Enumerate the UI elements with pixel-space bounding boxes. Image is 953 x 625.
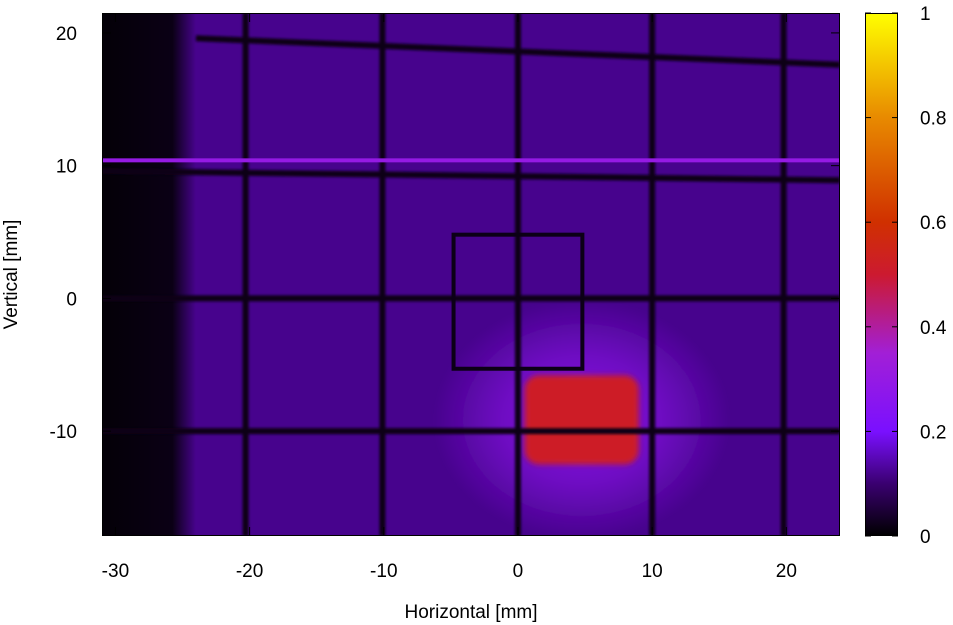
y-tick-label: 10: [56, 157, 77, 178]
colorbar-tick-label: 0.4: [920, 318, 947, 339]
x-tick-label: 10: [642, 561, 663, 582]
y-axis-label: Vertical [mm]: [1, 220, 22, 330]
x-axis-label: Horizontal [mm]: [404, 602, 537, 623]
colorbar-tick-label: 0.6: [920, 213, 946, 234]
colorbar-tick-label: 1: [920, 4, 931, 25]
hotspot: [524, 375, 639, 465]
plot-frame: [102, 13, 840, 536]
x-axis-ticks: -30 -20 -10 0 10 20: [102, 13, 797, 582]
x-tick-label: 0: [513, 561, 524, 582]
colorbar-ticks: 0 0.2 0.4 0.6 0.8 1: [865, 4, 947, 548]
y-tick-label: 0: [66, 289, 77, 310]
y-tick-label: 20: [56, 24, 77, 45]
colorbar-frame: [865, 13, 898, 536]
bright-horizontal-line: [102, 158, 840, 163]
plot-area: [102, 13, 840, 536]
x-tick-label: -30: [102, 561, 129, 582]
colorbar-tick-label: 0.2: [920, 422, 946, 443]
horizontal-wire-0: [195, 35, 840, 68]
x-tick-label: -10: [370, 561, 397, 582]
dark-edge-region: [102, 13, 196, 536]
x-tick-label: 20: [776, 561, 797, 582]
x-tick-label: -20: [236, 561, 263, 582]
y-tick-label: -10: [50, 422, 77, 443]
horizontal-wire-1: [102, 167, 840, 184]
y-axis-ticks: -10 0 10 20: [50, 24, 840, 443]
colorbar-tick-label: 0: [920, 527, 931, 548]
colorbar: 0 0.2 0.4 0.6 0.8 1: [865, 4, 947, 548]
square-marker: [451, 232, 585, 371]
colorbar-tick-label: 0.8: [920, 109, 946, 130]
colorbar-gradient: [865, 13, 898, 536]
grid-wires: [102, 13, 840, 536]
